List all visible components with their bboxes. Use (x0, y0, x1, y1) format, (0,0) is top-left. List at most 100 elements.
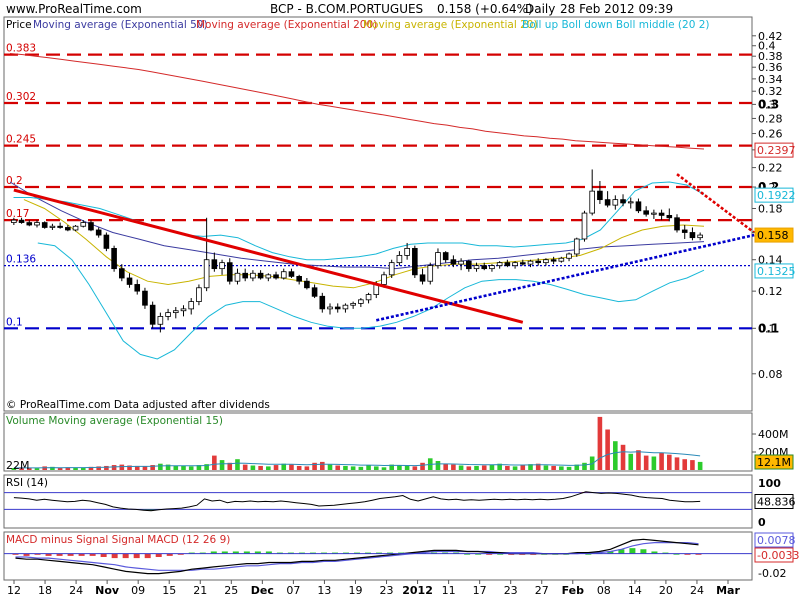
macd-histogram-bar (243, 551, 250, 554)
volume-bar (582, 462, 587, 470)
x-tick-label: Feb (562, 584, 585, 597)
volume-bar (19, 467, 24, 470)
volume-bar (158, 463, 163, 470)
volume-bar (204, 464, 209, 470)
level-label: 0.2 (6, 175, 23, 187)
volume-bar (26, 467, 32, 470)
price-y-tick-label: 0.18 (758, 202, 783, 215)
volume-bar (690, 460, 695, 470)
macd-histogram-bar (453, 552, 460, 554)
volume-bar (566, 466, 572, 470)
macd-histogram-bar (640, 549, 647, 554)
candle-body (250, 272, 256, 279)
volume-bar (412, 466, 418, 470)
volume-bar (242, 464, 248, 470)
price-value-box (754, 187, 794, 203)
macd-histogram-bar (12, 553, 19, 555)
candle-body (88, 222, 94, 231)
candle-body (412, 247, 418, 276)
price-y-tick-label: 0.38 (758, 50, 783, 63)
candle-body (103, 234, 110, 249)
candle-body (643, 210, 649, 215)
candle-body (142, 290, 148, 306)
candle-body (681, 229, 688, 233)
macd-histogram-bar (67, 553, 74, 556)
candle-body (489, 265, 495, 270)
price-y-tick-label: 0.22 (758, 162, 783, 175)
macd-histogram-bar (122, 553, 129, 559)
price-value-box (754, 263, 794, 279)
candle-body (365, 294, 372, 301)
x-tick-label: 17 (473, 584, 487, 597)
candle-body (311, 287, 318, 297)
candle-body (666, 215, 673, 219)
ma20-line (23, 199, 705, 289)
candle-body (257, 272, 264, 279)
candle-body (304, 280, 310, 289)
legend-ma20: Moving average (Exponential 20) (363, 19, 538, 31)
volume-bar (597, 416, 603, 470)
macd-histogram-bar (276, 552, 283, 554)
volume-bar (551, 465, 556, 470)
volume-bar (667, 454, 672, 470)
candle-body (381, 274, 387, 285)
candle-body (288, 271, 295, 277)
candle-body (481, 265, 488, 270)
macd-hist-value-box (754, 547, 794, 563)
x-tick-label: 12 (7, 584, 21, 597)
volume-bar (682, 459, 688, 470)
volume-bar (466, 466, 472, 470)
candle-body (396, 254, 403, 264)
candle-body (581, 212, 588, 240)
macd-histogram-bar (177, 553, 184, 555)
candle-body (535, 260, 542, 264)
level-label: 0.1 (6, 316, 23, 328)
candle-body (65, 227, 71, 231)
volume-pane[interactable] (3, 412, 753, 472)
x-tick-label: Nov (95, 584, 120, 597)
macd-histogram-bar (23, 553, 30, 556)
volume-bar (296, 465, 302, 470)
candle-body (211, 259, 218, 270)
candle-body (72, 225, 79, 231)
candle-body (350, 302, 356, 306)
macd-histogram-bar (651, 551, 658, 554)
footnote: © ProRealTime.com Data adjusted after di… (6, 399, 270, 411)
price-y-tick-label: 0.26 (758, 128, 783, 141)
quote-value: 0.158 (+0.64%) (437, 2, 533, 16)
volume-bar (512, 466, 518, 470)
candle-body (34, 222, 40, 226)
volume-title: Volume Moving average (Exponential 15) (6, 415, 223, 427)
volume-bar (57, 468, 63, 470)
volume-bar (50, 466, 55, 470)
volume-bar (104, 465, 109, 470)
rsi-line (13, 491, 701, 512)
macd-histogram-bar (254, 551, 261, 554)
bollinger-upper-line (13, 181, 705, 261)
macd-histogram-bar (320, 552, 327, 554)
candle-body (172, 310, 179, 314)
macd-histogram-bar (486, 553, 493, 555)
volume-bar (134, 465, 140, 470)
macd-histogram-bar (199, 552, 206, 554)
candle-body (80, 222, 87, 227)
candle-body (612, 199, 619, 206)
price-level-label: 0.1 (758, 321, 779, 335)
legend-ma200: Moving average (Exponential 200) (196, 19, 377, 31)
macd-histogram-bar (78, 553, 85, 556)
candle-body (26, 222, 33, 226)
macd-histogram-bar (188, 552, 195, 554)
volume-bar (674, 457, 680, 470)
candle-body (388, 262, 395, 276)
candle-body (697, 234, 703, 239)
volume-bar (620, 444, 626, 470)
macd-histogram-bar (144, 553, 151, 559)
volume-bar (219, 460, 225, 470)
rsi-pane[interactable] (3, 474, 753, 529)
macd-value-box (754, 532, 794, 548)
macd-value-label: 0.0078 (757, 534, 796, 547)
volume-bar (111, 465, 117, 470)
price-y-tick-label: 0.3 (758, 98, 776, 111)
candle-body (620, 199, 626, 204)
